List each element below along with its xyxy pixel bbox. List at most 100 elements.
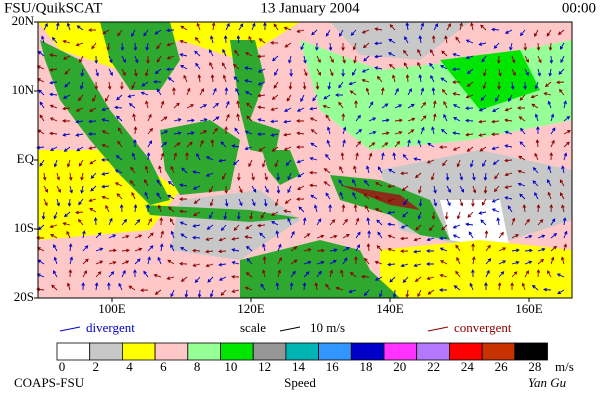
- wind-arrow: [264, 172, 268, 181]
- wind-arrow: [562, 217, 567, 226]
- colorbar-swatch: [56, 342, 91, 361]
- wind-arrow: [329, 269, 334, 278]
- colorbar-tick-label: 0: [59, 359, 66, 374]
- wind-arrow: [368, 117, 377, 122]
- wind-arrow: [322, 104, 331, 109]
- wind-arrow: [222, 74, 227, 83]
- wind-arrow: [523, 81, 527, 90]
- wind-arrow: [238, 198, 243, 207]
- wind-arrow: [270, 107, 279, 112]
- wind-arrow: [49, 92, 58, 97]
- wind-arrow: [117, 127, 123, 135]
- wind-arrow: [220, 141, 227, 148]
- wind-arrow: [417, 48, 422, 57]
- colorbar-swatch: [350, 342, 385, 361]
- wind-arrow: [511, 248, 520, 253]
- wind-arrow: [316, 68, 321, 76]
- wind-arrow: [452, 234, 461, 239]
- wind-arrow: [415, 224, 422, 231]
- wind-arrow: [400, 236, 409, 241]
- wind-arrow: [224, 198, 229, 207]
- wind-arrow: [432, 100, 437, 109]
- wind-arrow: [401, 185, 409, 192]
- wind-arrow: [220, 289, 227, 296]
- wind-arrow: [316, 248, 325, 253]
- wind-arrow: [471, 269, 475, 278]
- wind-arrow: [478, 133, 487, 137]
- wind-arrow: [209, 289, 214, 298]
- wind-arrow: [400, 171, 409, 176]
- wind-arrow: [394, 104, 403, 109]
- wind-arrow: [186, 131, 195, 135]
- wind-arrow: [563, 141, 570, 148]
- wind-arrow: [78, 218, 84, 226]
- legend-scale: scale: [240, 320, 266, 335]
- colorbar-tick-label: 14: [292, 359, 306, 374]
- wind-arrow: [471, 198, 475, 207]
- wind-arrow: [196, 152, 201, 161]
- wind-arrow: [482, 159, 487, 168]
- wind-arrow: [352, 179, 357, 187]
- wind-arrow: [179, 53, 188, 57]
- wind-arrow: [296, 119, 305, 123]
- wind-arrow: [440, 65, 448, 70]
- wind-arrow: [184, 289, 189, 298]
- wind-arrow: [439, 145, 448, 149]
- wind-arrow: [480, 219, 487, 226]
- wind-arrow: [287, 185, 292, 194]
- wind-arrow: [303, 271, 310, 278]
- wind-arrow: [274, 198, 279, 207]
- wind-arrow: [550, 233, 558, 239]
- wind-arrow: [459, 22, 463, 31]
- wind-arrow: [39, 101, 45, 109]
- wind-arrow: [496, 55, 501, 64]
- wind-arrow: [69, 185, 73, 194]
- wind-arrow: [76, 25, 84, 31]
- wind-arrow: [534, 113, 539, 122]
- wind-arrow: [471, 243, 475, 252]
- wind-arrow: [167, 259, 175, 265]
- colorbar-swatch: [416, 342, 450, 361]
- scale-arrow: [279, 326, 301, 332]
- wind-arrow: [263, 22, 267, 31]
- wind-arrow: [134, 68, 138, 77]
- wind-arrow: [147, 256, 151, 265]
- wind-arrow: [472, 185, 477, 194]
- wind-arrow: [95, 247, 104, 252]
- wind-arrow: [523, 42, 528, 51]
- wind-arrow: [131, 152, 136, 161]
- wind-arrow: [563, 230, 568, 239]
- wind-arrow: [231, 261, 240, 265]
- wind-arrow: [143, 29, 149, 37]
- wind-arrow: [452, 104, 461, 109]
- wind-arrow: [79, 81, 84, 90]
- wind-arrow: [78, 159, 84, 167]
- wind-arrow: [413, 237, 422, 242]
- wind-arrow: [548, 42, 553, 51]
- wind-arrow: [158, 165, 162, 174]
- wind-arrow: [221, 62, 227, 70]
- wind-arrow: [478, 119, 487, 124]
- wind-arrow: [341, 113, 346, 122]
- wind-arrow: [433, 198, 438, 207]
- wind-arrow: [429, 62, 435, 70]
- wind-arrow: [407, 129, 415, 135]
- wind-arrow: [197, 289, 202, 298]
- wind-arrow: [532, 166, 539, 174]
- wind-arrow: [511, 55, 516, 64]
- wind-arrow: [283, 146, 292, 151]
- colorbar-tick-label: 28: [528, 359, 541, 374]
- wind-arrow: [413, 263, 422, 268]
- wind-arrow: [133, 204, 138, 213]
- wind-arrow: [145, 100, 149, 109]
- wind-arrow: [166, 67, 175, 72]
- wind-arrow: [272, 55, 279, 62]
- wind-arrow: [262, 243, 266, 252]
- lon-label: 120E: [237, 301, 265, 316]
- wind-arrow: [206, 224, 214, 230]
- wind-arrow: [131, 29, 136, 37]
- wind-arrow: [218, 158, 227, 163]
- wind-arrow: [491, 198, 500, 203]
- wind-arrow: [480, 24, 487, 31]
- wind-arrow: [298, 206, 305, 213]
